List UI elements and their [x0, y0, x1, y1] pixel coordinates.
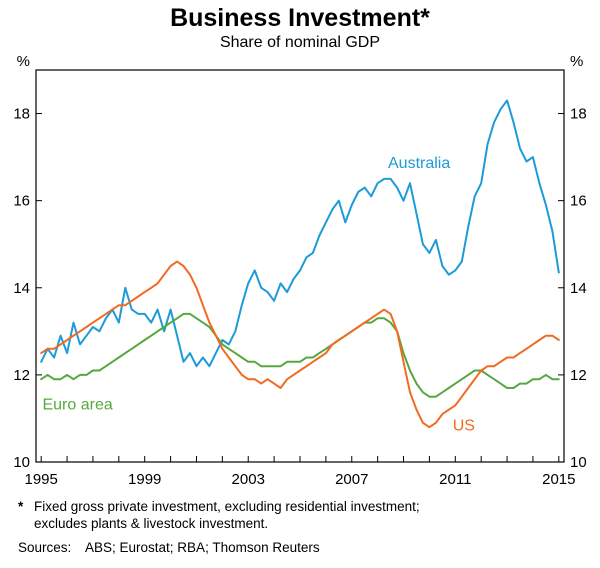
y-tick-label-right: 18 [570, 106, 587, 123]
sources-text: ABS; Eurostat; RBA; Thomson Reuters [85, 540, 320, 555]
footnote-line1: Fixed gross private investment, excludin… [34, 499, 420, 514]
plot-area: 10 10 12 12 14 14 16 16 18 18%% 1995 1999 2003 2007 20… [0, 52, 600, 492]
footnote-marker: * [18, 499, 24, 514]
y-tick-label-right: 12 [570, 367, 587, 384]
x-tick-label: 2011 [439, 471, 471, 488]
y-tick-label-left: 18 [13, 106, 30, 123]
x-tick-label: 2003 [232, 471, 265, 488]
y-tick-label-right: 14 [570, 280, 587, 297]
y-tick-label-left: 16 [13, 193, 30, 210]
series-label-australia: Australia [388, 155, 450, 172]
unit-label-left: % [17, 53, 30, 70]
footnote-line2: excludes plants & livestock investment. [34, 516, 269, 531]
y-tick-label-left: 12 [13, 367, 30, 384]
x-tick-label: 2015 [542, 471, 575, 488]
sources: Sources: ABS; Eurostat; RBA; Thomson Reu… [0, 539, 600, 556]
x-tick-label: 2007 [335, 471, 368, 488]
chart-header: Business Investment* Share of nominal GD… [0, 0, 600, 52]
chart-canvas: 10 10 12 12 14 14 16 16 18 18% % 1995 1999 2003 2007 20… [13, 53, 587, 488]
series-line-australia [40, 99, 560, 368]
plot-border [35, 69, 565, 463]
series-label-euro-area: Euro area [42, 397, 112, 414]
unit-label-right: % [570, 53, 583, 70]
y-tick-label-right: 16 [570, 193, 587, 210]
chart-footer: * Fixed gross private investment, exclud… [0, 492, 600, 556]
sources-label: Sources: [18, 540, 72, 555]
footnote: * Fixed gross private investment, exclud… [0, 498, 600, 532]
footnote-text: Fixed gross private investment, excludin… [34, 498, 600, 532]
chart-title: Business Investment* [170, 4, 430, 32]
chart-subtitle: Share of nominal GDP [219, 34, 381, 51]
y-tick-label-left: 14 [13, 280, 30, 297]
series-line-us [40, 260, 560, 429]
x-tick-label: 1999 [128, 471, 161, 488]
series-line-euro-area [40, 312, 560, 398]
series-label-us: US [453, 418, 475, 435]
x-tick-label: 1995 [24, 471, 57, 488]
y-tick-label-right: 10 [570, 454, 587, 471]
y-tick-label-left: 10 [13, 454, 30, 471]
